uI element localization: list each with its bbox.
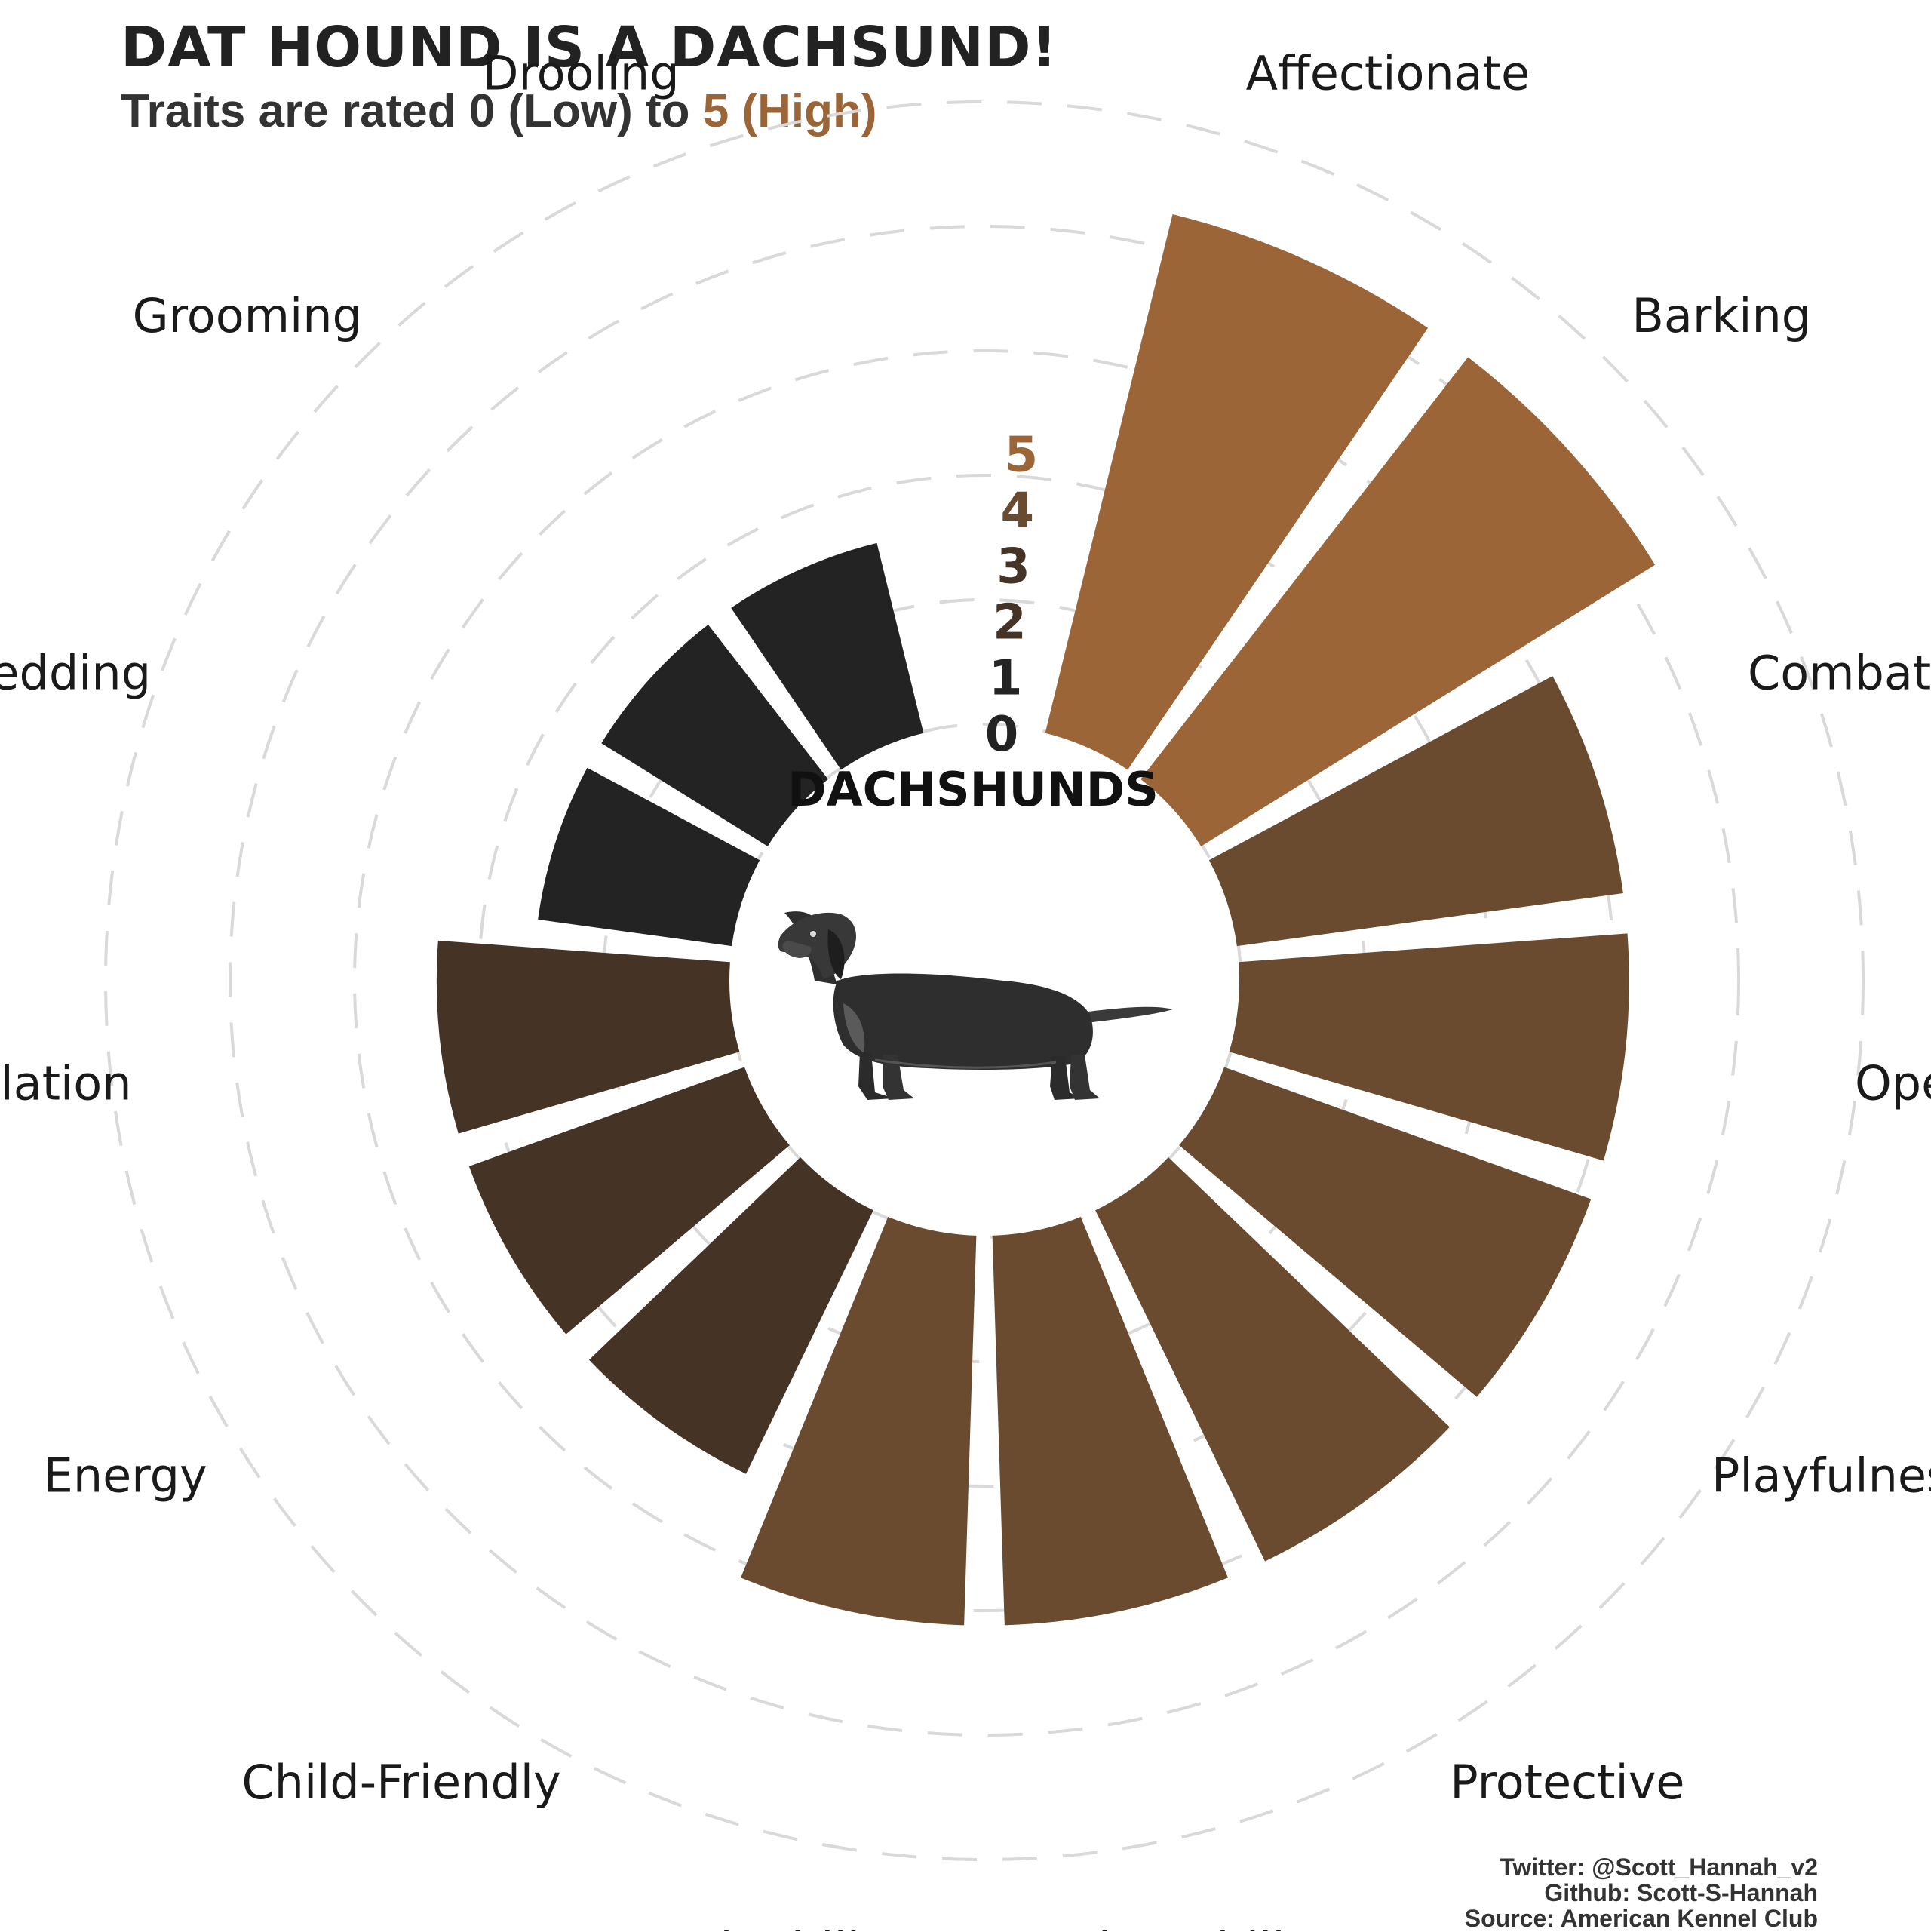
chart-title: DAT HOUND IS A DACHSUND!: [121, 15, 1058, 80]
grid-circle-4: [229, 225, 1740, 1737]
bars: [436, 213, 1656, 1626]
radial-tick-4: 4: [1000, 484, 1034, 539]
bar-openness: [1229, 933, 1629, 1161]
bar-barking: [1140, 357, 1656, 846]
bar-protective: [1095, 1156, 1450, 1562]
bar-energy: [468, 1067, 790, 1335]
radial-tick-2: 2: [993, 595, 1027, 651]
subtitle-prefix: Traits are rated: [121, 85, 469, 137]
category-label-adaptability: Adaptability: [1050, 1922, 1331, 1931]
category-label-drooling: Drooling: [483, 46, 680, 101]
radial-tick-1: 1: [989, 651, 1023, 707]
credit-source: Source: American Kennel Club: [1464, 1905, 1818, 1932]
bar-drooling: [731, 542, 924, 770]
credits: Twitter: @Scott_Hannah_v2 Github: Scott-…: [1465, 1854, 1818, 1931]
chart-subtitle: Traits are rated 0 (Low) to 5 (High): [121, 84, 877, 138]
category-label-grooming: Grooming: [133, 288, 362, 343]
category-label-trainability: Trainability: [649, 1922, 906, 1931]
category-label-shedding: Shedding: [0, 646, 151, 701]
credit-github: Github: Scott-S-Hannah: [1544, 1879, 1818, 1906]
bar-playfulness: [1179, 1067, 1592, 1397]
radial-tick-3: 3: [996, 539, 1030, 595]
center-label: DACHSHUNDS: [787, 762, 1159, 817]
category-label-combativeness: Combativeness: [1748, 646, 1931, 701]
category-label-protective: Protective: [1450, 1755, 1684, 1810]
category-label-barking: Barking: [1632, 288, 1811, 343]
bar-shedding: [538, 767, 760, 947]
bar-grooming: [601, 624, 828, 846]
category-label-playfulness: Playfulness: [1711, 1448, 1931, 1504]
credit-twitter: Twitter: @Scott_Hannah_v2: [1500, 1854, 1818, 1881]
subtitle-middle: to: [632, 85, 703, 137]
bar-combativeness: [1208, 676, 1623, 947]
category-label-child-friendly: Child-Friendly: [241, 1755, 560, 1810]
bar-trainability: [741, 1216, 977, 1626]
radial-tick-5: 5: [1005, 427, 1039, 483]
bar-adaptability: [992, 1216, 1228, 1626]
bar-affectionate: [1045, 213, 1429, 770]
category-label-affectionate: Affectionate: [1246, 46, 1530, 101]
bar-child-friendly: [588, 1156, 873, 1474]
grid-circle-5: [104, 100, 1865, 1861]
dachshund-icon: [778, 911, 1173, 1100]
radial-tick-0: 0: [985, 707, 1019, 763]
bar-stimulation: [436, 940, 740, 1134]
category-labels: Affectionate Barking Combativeness Openness…: [0, 46, 1931, 1931]
subtitle-low: 0 (Low): [468, 85, 633, 137]
category-label-stimulation: Stimulation: [0, 1055, 131, 1110]
category-label-openness: Openness: [1855, 1055, 1931, 1110]
category-label-energy: Energy: [44, 1448, 207, 1504]
